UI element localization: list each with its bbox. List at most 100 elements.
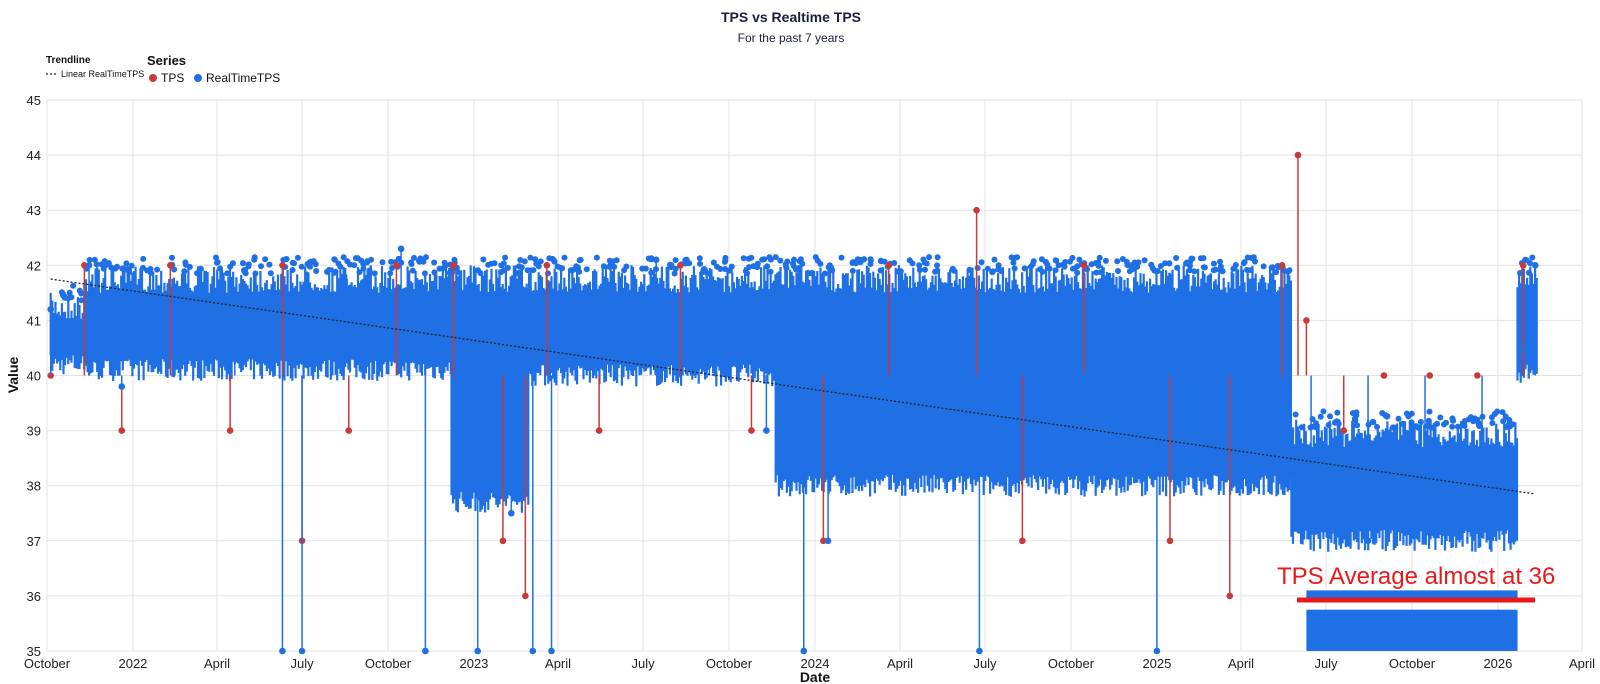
realtimetps-band-dot [217, 265, 224, 272]
realtimetps-band-dot [409, 267, 416, 274]
realtimetps-band-dot [696, 255, 703, 262]
realtimetps-band-dot [241, 268, 248, 275]
realtimetps-band-dot [1379, 410, 1386, 416]
realtimetps-band-dot [1335, 420, 1342, 427]
realtimetps-band-dot [451, 256, 458, 263]
tps-point [1294, 151, 1302, 159]
realtimetps-band-dot [1428, 424, 1435, 431]
realtimetps-band-dot [573, 263, 580, 270]
x-tick-label: October [706, 656, 753, 671]
realtimetps-point [1153, 647, 1161, 655]
x-tick-label: 2025 [1142, 656, 1171, 671]
realtimetps-band-dot [431, 269, 438, 276]
realtimetps-point [340, 273, 348, 280]
realtimetps-low-strip [1306, 590, 1518, 602]
realtimetps-band-dot [561, 254, 568, 261]
realtimetps-band-dot [1076, 256, 1083, 263]
realtimetps-band-dot [267, 270, 274, 277]
realtimetps-point [1307, 509, 1315, 517]
y-axis-title: Value [5, 357, 21, 394]
realtimetps-band-dot [1232, 262, 1239, 268]
realtimetps-band-dot [790, 263, 797, 270]
realtimetps-band-dot [266, 261, 273, 268]
y-tick-label: 36 [27, 589, 41, 604]
realtimetps-band-dot [1201, 264, 1208, 271]
tps-point [885, 262, 893, 269]
realtimetps-band-dot [989, 269, 996, 276]
realtimetps-band-dot [895, 268, 902, 275]
legend-series-title: Series [147, 53, 186, 68]
realtimetps-band-dot [1408, 419, 1415, 426]
realtimetps-band-dot [1098, 269, 1104, 276]
tps-point [226, 427, 234, 434]
realtimetps-band-dot [498, 269, 504, 276]
realtimetps-band-dot [307, 263, 313, 270]
realtimetps-band-dot [480, 256, 487, 263]
realtimetps-band-dot [860, 256, 867, 263]
realtimetps-band-dot [642, 265, 649, 272]
realtimetps-band-dot [252, 270, 259, 277]
realtimetps-band-dot [1425, 417, 1432, 424]
realtimetps-band-dot [1115, 268, 1121, 274]
realtimetps-band-dot [1509, 421, 1516, 428]
realtimetps-band-dot [78, 297, 85, 304]
realtimetps-dense-band [774, 265, 1292, 497]
realtimetps-band-dot [227, 263, 234, 270]
realtimetps-band-dot [1052, 267, 1059, 274]
x-axis-ticks: October 2022 April July October 2023 April July… [24, 656, 1595, 671]
realtimetps-band-dot [423, 254, 429, 261]
realtimetps-band-dot [1474, 416, 1481, 423]
realtimetps-band-dot [1441, 421, 1447, 428]
realtimetps-band-dot [251, 254, 258, 261]
realtimetps-band-dot [1273, 269, 1280, 276]
realtimetps-point [548, 647, 555, 655]
realtimetps-band-dot [909, 260, 916, 267]
realtimetps-band-dot [1059, 261, 1066, 268]
realtimetps-point [937, 344, 945, 352]
realtimetps-band-dot [710, 259, 717, 266]
realtimetps-band-dot [916, 262, 923, 269]
realtimetps-point [1283, 289, 1291, 297]
tps-point [1303, 317, 1310, 324]
realtimetps-point [1421, 482, 1429, 490]
realtimetps-point [763, 427, 770, 434]
realtimetps-band-dot [1186, 267, 1193, 274]
realtimetps-band-dot [91, 256, 98, 263]
realtimetps-band-dot [849, 259, 856, 266]
y-tick-label: 37 [27, 534, 41, 549]
realtimetps-band-dot [331, 269, 338, 276]
data-band-layer [49, 254, 1538, 651]
realtimetps-band-dot [282, 256, 289, 263]
realtimetps-band-dot [744, 270, 750, 277]
realtimetps-point [397, 245, 405, 253]
x-tick-label: 2023 [459, 656, 488, 671]
realtimetps-band-dot [814, 257, 821, 264]
realtimetps-band-dot [1021, 265, 1028, 272]
realtimetps-band-dot [607, 259, 614, 266]
realtimetps-band-dot [1317, 413, 1324, 420]
realtimetps-band-dot [1114, 258, 1121, 265]
realtimetps-band-dot [922, 266, 928, 273]
realtimetps-band-dot [849, 267, 856, 274]
realtimetps-band-dot [262, 256, 269, 263]
tps-point [279, 262, 286, 269]
realtimetps-band-dot [611, 263, 618, 270]
realtimetps-band-dot [110, 265, 117, 272]
realtimetps-band-dot [1503, 424, 1510, 430]
y-tick-label: 41 [27, 313, 41, 328]
tps-point [748, 427, 755, 434]
realtimetps-band-dot [411, 254, 417, 261]
realtimetps-band-dot [934, 262, 940, 269]
tps-point [1019, 537, 1026, 545]
legend: Trendline Linear RealTimeTPS Series TPS … [46, 53, 280, 85]
realtimetps-band-dot [93, 261, 100, 268]
realtimetps-band-dot [772, 254, 779, 261]
realtimetps-band-dot [1320, 408, 1327, 415]
realtimetps-band-dot [1325, 422, 1332, 428]
realtimetps-band-dot [1417, 419, 1424, 425]
realtimetps-band-dot [984, 265, 991, 272]
realtimetps-band-dot [682, 260, 689, 267]
x-tick-label: July [290, 656, 314, 671]
realtimetps-band-dot [258, 263, 264, 270]
